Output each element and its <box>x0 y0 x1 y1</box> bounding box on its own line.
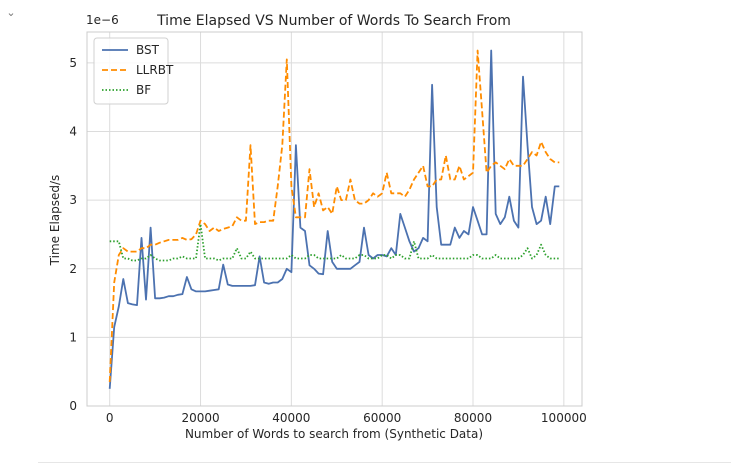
plot-frame <box>86 31 583 407</box>
series-line-bf <box>109 223 560 262</box>
output-divider <box>38 462 731 463</box>
x-tick-label: 100000 <box>541 411 587 425</box>
legend-entry: BF <box>136 83 151 97</box>
legend: BST LLRBT BF <box>93 37 174 105</box>
chevron-down-icon[interactable]: ⌄ <box>6 6 16 19</box>
y-ticks: 0 1 2 3 4 5 <box>69 56 77 413</box>
x-tick-label: 0 <box>106 411 114 425</box>
x-tick-label: 40000 <box>272 411 310 425</box>
y-tick-label: 2 <box>69 262 77 276</box>
chart-title: Time Elapsed VS Number of Words To Searc… <box>156 13 511 29</box>
legend-box <box>93 37 169 105</box>
series-line-llrbt <box>108 49 560 383</box>
x-tick-label: 80000 <box>454 411 492 425</box>
y-tick-label: 0 <box>69 399 77 413</box>
y-tick-label: 4 <box>69 125 77 139</box>
y-tick-label: 3 <box>69 193 77 207</box>
x-axis-label: Number of Words to search from (Syntheti… <box>185 427 483 441</box>
series-lines <box>108 49 560 389</box>
y-axis-label: Time Elapsed/s <box>48 175 62 267</box>
y-offset-label: 1e−6 <box>86 13 119 27</box>
legend-entry: BST <box>136 43 160 57</box>
x-tick-label: 20000 <box>181 411 219 425</box>
legend-entry: LLRBT <box>136 63 174 77</box>
y-tick-label: 1 <box>69 330 77 344</box>
series-line-bst <box>108 49 560 389</box>
x-tick-label: 60000 <box>363 411 401 425</box>
y-tick-label: 5 <box>69 56 77 70</box>
x-ticks: 0 20000 40000 60000 80000 100000 <box>106 411 587 425</box>
